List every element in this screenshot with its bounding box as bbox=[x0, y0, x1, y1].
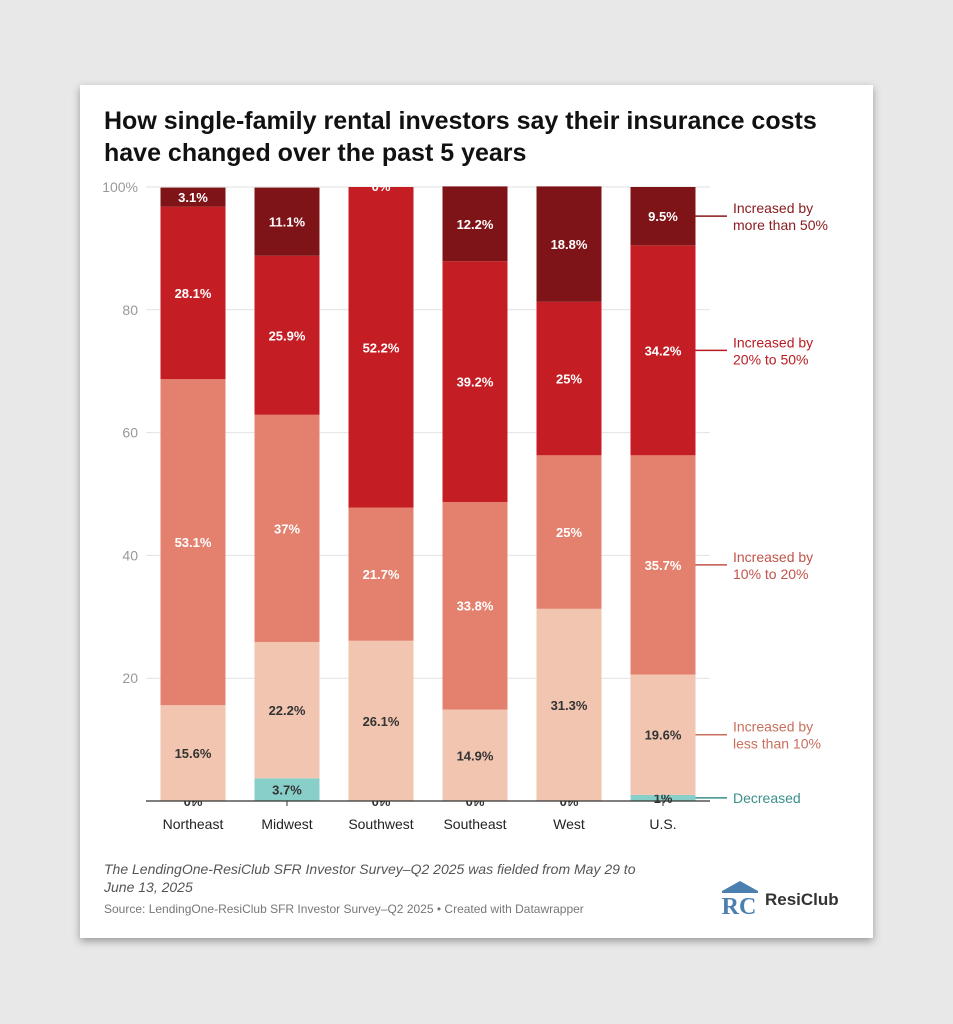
data-label: 39.2% bbox=[457, 375, 494, 390]
bar-segment bbox=[442, 501, 508, 710]
resiclub-logo-mark: RC bbox=[722, 881, 758, 920]
bar-segment bbox=[160, 379, 226, 706]
data-label: 28.1% bbox=[175, 286, 212, 301]
data-label: 35.7% bbox=[645, 558, 682, 573]
data-label: 3.1% bbox=[178, 190, 208, 205]
logo-text: ResiClub bbox=[765, 890, 839, 909]
data-label: 18.8% bbox=[551, 237, 588, 252]
y-tick-label: 60 bbox=[122, 425, 138, 441]
bar-segment bbox=[442, 261, 508, 502]
logo-mark-text: RC bbox=[722, 894, 757, 917]
bar-segment bbox=[348, 507, 414, 641]
bar-segment bbox=[536, 608, 602, 801]
legend-label: Decreased bbox=[733, 790, 801, 806]
resiclub-logo: RC ResiClub bbox=[720, 881, 860, 920]
legend-label-line: Decreased bbox=[733, 790, 801, 806]
legend-label-line: less than 10% bbox=[733, 736, 821, 752]
data-label: 31.3% bbox=[551, 698, 588, 713]
bar-segment bbox=[630, 674, 696, 795]
data-label: 14.9% bbox=[457, 748, 494, 763]
legend-label: Increased by 10% to 20% bbox=[733, 549, 813, 582]
x-tick-label: Northeast bbox=[163, 816, 224, 832]
bar-segment bbox=[630, 187, 696, 246]
bar-segment bbox=[254, 255, 320, 415]
data-label: 25% bbox=[556, 372, 582, 387]
legend-label: Increased by 20% to 50% bbox=[733, 334, 813, 367]
y-tick-label: 20 bbox=[122, 670, 138, 686]
legend-label: Increased by more than 50% bbox=[733, 200, 828, 233]
data-label: 19.6% bbox=[645, 728, 682, 743]
credit-separator: • bbox=[436, 902, 445, 916]
data-label: 12.2% bbox=[457, 217, 494, 232]
legend-label-line: Increased by bbox=[733, 719, 813, 735]
bar-segment bbox=[536, 186, 602, 302]
legend-label-line: Increased by bbox=[733, 200, 813, 216]
x-tick-label: U.S. bbox=[649, 816, 676, 832]
bar-segment bbox=[254, 187, 320, 256]
data-label: 53.1% bbox=[175, 535, 212, 550]
data-label: 52.2% bbox=[363, 340, 400, 355]
legend-label-line: 10% to 20% bbox=[733, 566, 809, 582]
legend-label-line: more than 50% bbox=[733, 217, 828, 233]
bar-segment bbox=[160, 206, 226, 380]
bar-segment bbox=[442, 709, 508, 801]
y-tick-label: 100% bbox=[102, 179, 138, 195]
legend-label-line: Increased by bbox=[733, 549, 813, 565]
bar-segment bbox=[536, 455, 602, 609]
bar-segment bbox=[254, 414, 320, 642]
data-label: 26.1% bbox=[363, 714, 400, 729]
source-line: Source: LendingOne-ResiClub SFR Investor… bbox=[104, 902, 704, 916]
legend-label-line: Increased by bbox=[733, 334, 813, 350]
bar-segment bbox=[254, 778, 320, 801]
chart-card: How single-family rental investors say t… bbox=[80, 85, 873, 938]
bar-segment bbox=[536, 301, 602, 456]
x-tick-label: Midwest bbox=[261, 816, 312, 832]
bar-segment bbox=[160, 187, 226, 207]
x-tick-label: Southwest bbox=[348, 816, 413, 832]
data-label: 25.9% bbox=[269, 328, 306, 343]
bar-segment bbox=[630, 794, 696, 801]
data-label: 15.6% bbox=[175, 746, 212, 761]
data-label: 34.2% bbox=[645, 343, 682, 358]
bar-segment bbox=[348, 640, 414, 801]
bar-segment bbox=[348, 187, 414, 508]
y-tick-label: 40 bbox=[122, 547, 138, 563]
data-label: 25% bbox=[556, 525, 582, 540]
bar-segment bbox=[630, 245, 696, 456]
data-label: 22.2% bbox=[269, 703, 306, 718]
chart-title: How single-family rental investors say t… bbox=[104, 107, 817, 167]
y-tick-label: 80 bbox=[122, 302, 138, 318]
x-tick-label: Southeast bbox=[443, 816, 506, 832]
data-label: 33.8% bbox=[457, 599, 494, 614]
bar-segment bbox=[160, 705, 226, 801]
data-label: 3.7% bbox=[272, 783, 302, 798]
survey-note: The LendingOne-ResiClub SFR Investor Sur… bbox=[104, 861, 636, 895]
legend-label-line: 20% to 50% bbox=[733, 351, 809, 367]
source-text: Source: LendingOne-ResiClub SFR Investor… bbox=[104, 902, 434, 916]
data-label: 11.1% bbox=[269, 215, 306, 230]
credit-text: Created with Datawrapper bbox=[444, 902, 584, 916]
data-label: 37% bbox=[274, 521, 300, 536]
bar-segment bbox=[630, 455, 696, 675]
data-label: 0% bbox=[372, 179, 391, 194]
legend-label: Increased by less than 10% bbox=[733, 719, 821, 752]
bar-segment bbox=[442, 186, 508, 262]
bar-segment bbox=[254, 641, 320, 779]
data-label: 9.5% bbox=[648, 209, 678, 224]
x-tick-label: West bbox=[553, 816, 585, 832]
stacked-bar-chart: 20 40 60 80 100% 0% 15.6% 53.1% 28.1% 3.1% Northea… bbox=[102, 179, 828, 832]
data-label: 21.7% bbox=[363, 567, 400, 582]
